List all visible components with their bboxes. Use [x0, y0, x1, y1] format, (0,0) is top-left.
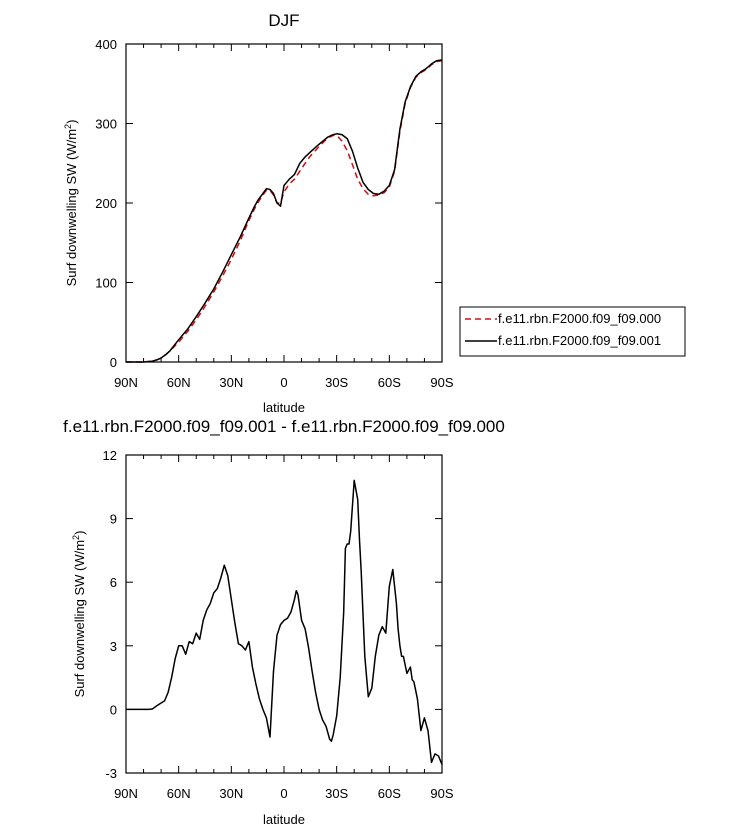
bottom-xtick-label-5: 60S [378, 786, 401, 801]
bottom-ytick-label-0: -3 [105, 766, 117, 781]
top-ytick-label-3: 300 [95, 117, 117, 132]
bottom-xtick-label-0: 90N [114, 786, 138, 801]
bottom-y-axis-label: Surf downwelling SW (W/m2) [71, 531, 87, 698]
top-panel: DJF 90N 60N 30N 0 30S 60S 90S 0 100 200 300 400 lat… [63, 11, 454, 415]
legend-label-000: f.e11.rbn.F2000.f09_f09.000 [498, 311, 661, 326]
top-xtick-label-2: 30N [219, 375, 243, 390]
top-xtick-label-5: 60S [378, 375, 401, 390]
top-xtick-label-0: 90N [114, 375, 138, 390]
bottom-xtick-label-4: 30S [325, 786, 348, 801]
bottom-ytick-label-2: 3 [110, 639, 117, 654]
bottom-ytick-label-5: 12 [103, 448, 117, 463]
bottom-xtick-label-6: 90S [430, 786, 453, 801]
legend: f.e11.rbn.F2000.f09_f09.000 f.e11.rbn.F2… [459, 306, 686, 357]
bottom-plot-frame [125, 454, 443, 774]
bottom-xtick-label-3: 0 [280, 786, 287, 801]
bottom-y-label-end: ) [72, 531, 87, 535]
bottom-y-label-main: Surf downwelling SW (W/m [72, 540, 87, 697]
top-ytick-label-0: 0 [110, 355, 117, 370]
top-xtick-label-4: 30S [325, 375, 348, 390]
top-y-label-end: ) [64, 120, 79, 124]
bottom-xtick-label-1: 60N [167, 786, 191, 801]
top-series-line-1 [126, 59, 443, 363]
top-series-line-0 [126, 59, 443, 363]
bottom-series-line-0 [126, 479, 443, 765]
bottom-x-axis-label: latitude [263, 812, 305, 827]
top-chart-title: DJF [268, 11, 299, 30]
top-ytick-label-1: 100 [95, 276, 117, 291]
bottom-y-label-sup: 2 [71, 535, 81, 540]
bottom-series-group [126, 479, 443, 765]
bottom-ytick-label-1: 0 [110, 702, 117, 717]
top-y-axis-label: Surf downwelling SW (W/m2) [63, 120, 79, 287]
top-ytick-label-2: 200 [95, 196, 117, 211]
top-xtick-label-3: 0 [280, 375, 287, 390]
top-series-group [126, 59, 443, 363]
top-xtick-label-1: 60N [167, 375, 191, 390]
top-y-label-main: Surf downwelling SW (W/m [64, 129, 79, 286]
bottom-axis-ticks: 90N 60N 30N 0 30S 60S 90S -3 0 3 6 9 12 [103, 448, 454, 801]
top-y-label-sup: 2 [63, 124, 73, 129]
top-plot-frame [125, 43, 443, 363]
bottom-ytick-label-3: 6 [110, 575, 117, 590]
top-axis-ticks: 90N 60N 30N 0 30S 60S 90S 0 100 200 300 400 [95, 37, 454, 390]
bottom-xtick-label-2: 30N [219, 786, 243, 801]
legend-box [459, 306, 686, 357]
top-ytick-label-4: 400 [95, 37, 117, 52]
top-xtick-label-6: 90S [430, 375, 453, 390]
bottom-panel: f.e11.rbn.F2000.f09_f09.001 - f.e11.rbn.… [63, 417, 505, 827]
bottom-ytick-label-4: 9 [110, 512, 117, 527]
legend-label-001: f.e11.rbn.F2000.f09_f09.001 [498, 333, 661, 348]
top-x-axis-label: latitude [263, 400, 305, 415]
bottom-chart-title: f.e11.rbn.F2000.f09_f09.001 - f.e11.rbn.… [63, 417, 505, 436]
